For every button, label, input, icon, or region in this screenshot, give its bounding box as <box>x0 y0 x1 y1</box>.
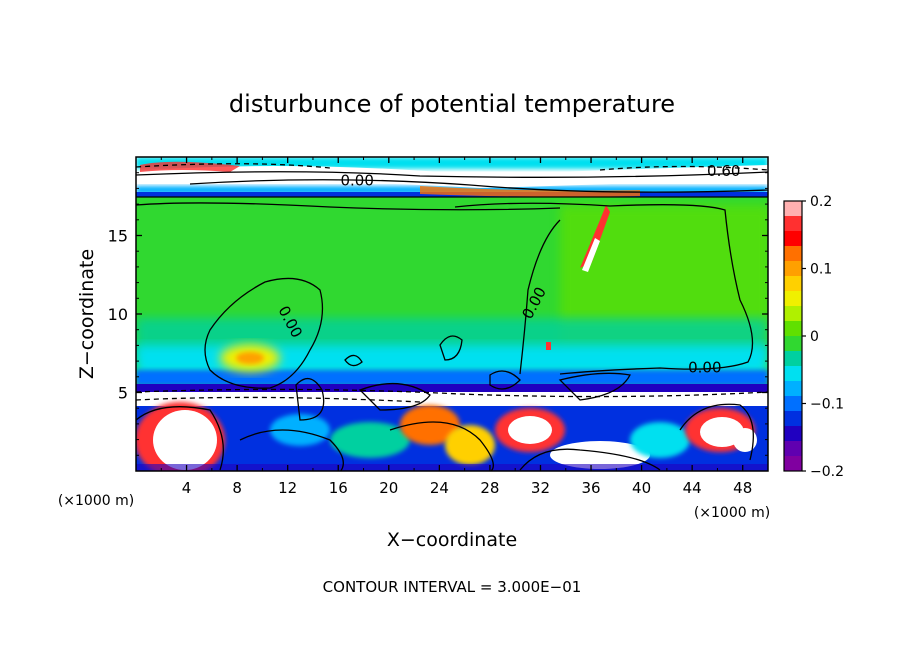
y-tick-label: 15 <box>108 227 128 246</box>
colorbar-swatch <box>784 276 802 292</box>
contour-interval-note: CONTOUR INTERVAL = 3.000E−01 <box>323 578 582 596</box>
colorbar <box>783 200 803 472</box>
colorbar-swatch <box>784 411 802 427</box>
colorbar-swatch <box>784 246 802 262</box>
y-axis-label: Z−coordinate <box>76 249 98 379</box>
x-tick-label: 44 <box>683 479 702 497</box>
y-axis-ticks: 5 10 15 <box>108 172 768 456</box>
x-tick-label: 8 <box>232 479 242 497</box>
contour-lines-dashed <box>136 163 768 403</box>
colorbar-swatch <box>784 231 802 247</box>
colorbar-swatch <box>784 291 802 307</box>
x-unit-left: (×1000 m) <box>58 493 134 509</box>
contour-lines <box>136 171 768 471</box>
colorbar-swatch <box>784 321 802 337</box>
x-axis-label: X−coordinate <box>387 529 517 551</box>
contour-label: 0.00 <box>340 172 373 190</box>
colorbar-tick-label: 0 <box>810 329 819 345</box>
colorbar-swatch <box>784 441 802 457</box>
colorbar-swatch <box>784 261 802 277</box>
colorbar-swatch <box>784 456 802 472</box>
x-tick-label: 32 <box>531 479 550 497</box>
x-tick-label: 48 <box>733 479 752 497</box>
x-unit-right: (×1000 m) <box>694 505 770 521</box>
colorbar-tick-label: 0.1 <box>810 262 832 278</box>
x-tick-label: 16 <box>329 479 348 497</box>
x-tick-label: 24 <box>430 479 449 497</box>
colorbar-tick-label: 0.2 <box>810 194 832 210</box>
colorbar-swatch <box>784 396 802 412</box>
contour-label: 0.60 <box>707 162 740 180</box>
colorbar-swatch <box>784 201 802 217</box>
x-tick-label: 4 <box>182 479 192 497</box>
x-tick-label: 40 <box>632 479 651 497</box>
colorbar-ticks: 0.2 0.1 0 −0.1 −0.2 <box>802 194 844 480</box>
colorbar-swatch <box>784 336 802 352</box>
contour-label: 0.00 <box>688 358 721 376</box>
x-tick-label: 36 <box>581 479 600 497</box>
y-tick-label: 10 <box>108 305 128 324</box>
colorbar-swatch <box>784 381 802 397</box>
colorbar-swatch <box>784 366 802 382</box>
y-tick-label: 5 <box>118 384 128 403</box>
x-tick-label: 20 <box>379 479 398 497</box>
colorbar-swatch <box>784 306 802 322</box>
x-tick-label: 28 <box>480 479 499 497</box>
colorbar-tick-label: −0.1 <box>810 397 844 413</box>
colorbar-tick-label: −0.2 <box>810 464 844 480</box>
x-tick-label: 12 <box>278 479 297 497</box>
colorbar-swatch <box>784 426 802 442</box>
chart-title: disturbunce of potential temperature <box>229 90 675 118</box>
colorbar-swatch <box>784 216 802 232</box>
x-axis-ticks: 4 8 12 16 20 24 28 32 36 40 44 48 <box>160 157 752 497</box>
colorbar-swatch <box>784 351 802 367</box>
